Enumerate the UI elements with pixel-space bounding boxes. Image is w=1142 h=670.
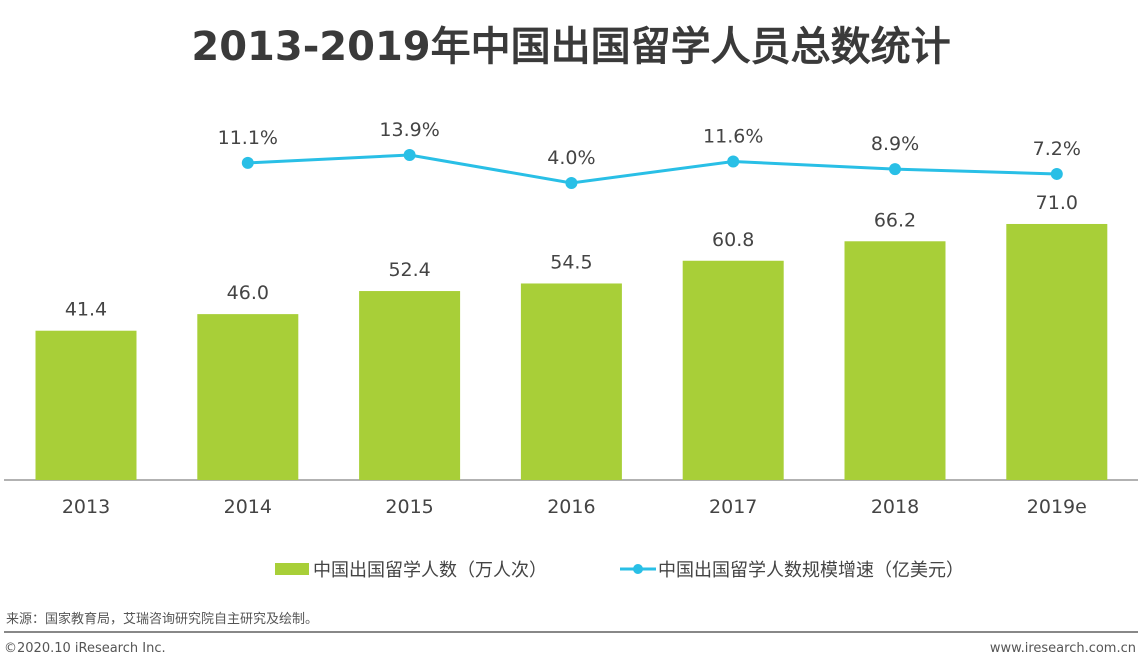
line-point [403,148,416,161]
legend-item-bar: 中国出国留学人数（万人次） [275,556,547,582]
x-tick-label: 2013 [62,496,110,518]
bar-data-label: 54.5 [550,251,592,273]
website-url: www.iresearch.com.cn [989,641,1136,656]
legend-label-bar: 中国出国留学人数（万人次） [313,560,547,581]
x-tick-label: 2016 [547,496,595,518]
x-tick-label: 2017 [709,496,757,518]
bar-data-label: 71.0 [1036,192,1078,214]
x-tick-label: 2015 [385,496,433,518]
line-data-label: 11.6% [703,125,763,147]
bar [520,283,622,480]
line-data-label: 8.9% [871,133,919,155]
bar-data-label: 41.4 [65,299,107,321]
bar [197,314,299,480]
source-note: 来源：国家教育局，艾瑞咨询研究院自主研究及绘制。 [6,612,319,627]
bar [1006,223,1108,480]
copyright: ©2020.10 iResearch Inc. [4,641,166,656]
legend-item-line: 中国出国留学人数规模增速（亿美元） [620,556,964,582]
line-point [565,177,578,189]
bar-data-label: 60.8 [712,229,754,251]
line-point [889,163,901,176]
bar [35,330,137,480]
legend-label-line: 中国出国留学人数规模增速（亿美元） [658,560,964,581]
bar-data-label: 52.4 [388,259,430,281]
line-data-label: 7.2% [1033,138,1081,160]
growth-line [247,153,1057,185]
line-data-label: 4.0% [547,147,595,169]
bar-data-label: 46.0 [227,282,269,304]
chart-title: 2013-2019年中国出国留学人员总数统计 [191,24,951,70]
bar-data-label: 66.2 [874,209,916,231]
line-point [241,156,254,169]
line-data-label: 11.1% [218,127,278,149]
line-point [1050,167,1063,180]
legend-swatch-line [620,564,656,574]
line-data-label: 13.9% [379,119,439,141]
x-tick-label: 2019e [1027,496,1087,518]
bar [359,291,461,480]
bar [844,241,946,480]
legend-swatch-bar [275,563,309,575]
bar [682,260,784,480]
line-point [727,155,740,168]
footer-divider [4,631,1138,633]
x-tick-label: 2018 [871,496,919,518]
x-tick-label: 2014 [224,496,272,518]
